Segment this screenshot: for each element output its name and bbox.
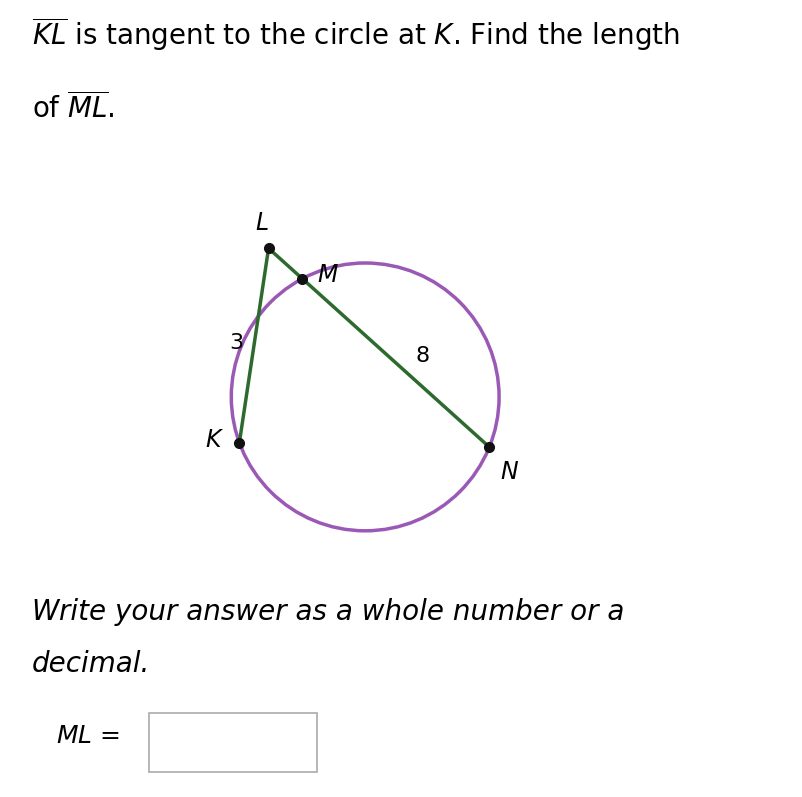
Text: 8: 8 [415,346,430,366]
Text: $ML$ =: $ML$ = [56,724,119,748]
Text: Write your answer as a whole number or a: Write your answer as a whole number or a [32,598,624,626]
FancyBboxPatch shape [148,713,317,771]
Text: decimal.: decimal. [32,650,150,678]
Text: $N$: $N$ [499,461,518,485]
Text: 3: 3 [229,333,243,353]
Text: $\overline{KL}$ is tangent to the circle at $K$. Find the length: $\overline{KL}$ is tangent to the circle… [32,15,679,53]
Text: $K$: $K$ [205,428,224,453]
Text: $L$: $L$ [254,211,268,235]
Text: $M$: $M$ [316,263,338,287]
Text: of $\overline{ML}$.: of $\overline{ML}$. [32,92,115,124]
